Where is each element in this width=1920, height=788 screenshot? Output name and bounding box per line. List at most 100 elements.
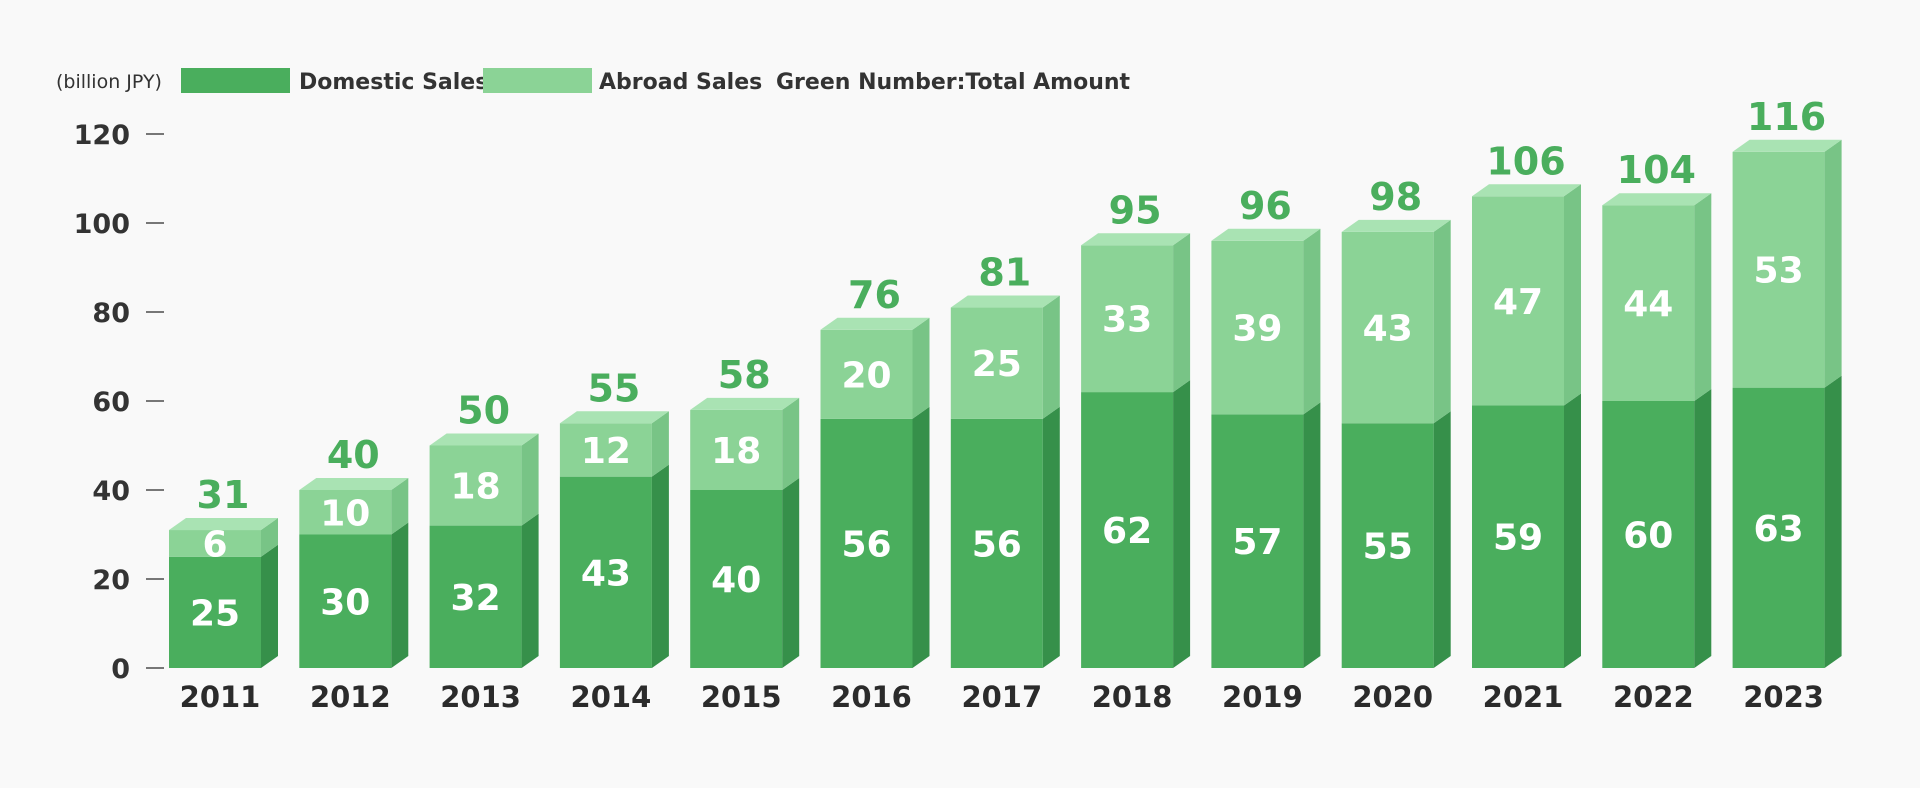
x-tick-label: 2023	[1743, 680, 1824, 714]
bar-2022: 60 44 104	[1602, 148, 1712, 668]
label-abroad-value: 12	[581, 431, 631, 472]
x-tick-label: 2018	[1092, 680, 1173, 714]
bar-side-abroad	[1824, 139, 1842, 388]
legend-swatch-domestic	[181, 68, 290, 93]
y-tick-label: 120	[74, 120, 130, 151]
bar-side-domestic	[1824, 375, 1842, 668]
bar-segment-abroad	[1602, 205, 1695, 401]
label-abroad-value: 18	[711, 431, 761, 472]
bar-segment-abroad	[1341, 231, 1434, 424]
bar-2012: 30 10 40	[299, 433, 409, 668]
label-total-value: 76	[848, 273, 901, 317]
bar-top	[1081, 233, 1191, 246]
bar-segment-abroad	[169, 530, 261, 557]
label-abroad-value: 47	[1493, 282, 1543, 323]
x-tick-label: 2021	[1483, 680, 1564, 714]
bar-segment-abroad	[690, 409, 783, 490]
x-tick-label: 2014	[571, 680, 652, 714]
bar-top	[1341, 219, 1451, 232]
bar-segment-domestic	[299, 534, 392, 668]
bar-2014: 43 12 55	[559, 366, 669, 668]
bar-segment-domestic	[690, 490, 783, 668]
label-total-value: 50	[457, 389, 510, 433]
legend-note: Green Number:Total Amount	[776, 70, 1131, 95]
label-total-value: 95	[1109, 188, 1162, 232]
legend-swatch-abroad	[483, 68, 592, 93]
x-tick-label: 2020	[1352, 680, 1433, 714]
bar-side-abroad	[782, 397, 800, 490]
bar-side-domestic	[651, 464, 669, 668]
bar-top	[559, 411, 669, 424]
bar-2019: 57 39 96	[1211, 184, 1321, 668]
x-tick-label: 2016	[831, 680, 912, 714]
bar-2011: 25 6 31	[169, 473, 278, 668]
x-tick-label: 2015	[701, 680, 782, 714]
bar-segment-domestic	[820, 418, 913, 668]
bar-2015: 40 18 58	[690, 353, 800, 668]
bar-segment-domestic	[429, 525, 522, 668]
y-tick-label: 20	[92, 565, 130, 596]
label-domestic-value: 62	[1102, 511, 1152, 552]
x-tick-label: 2011	[180, 680, 261, 714]
bar-side-abroad	[1173, 233, 1191, 393]
legend: (billion JPY) Domestic Sales Abroad Sale…	[56, 68, 1131, 95]
bar-segment-domestic	[1472, 405, 1564, 668]
label-domestic-value: 63	[1754, 509, 1804, 550]
bar-segment-domestic	[1732, 387, 1825, 668]
bar-side-domestic	[1042, 406, 1060, 668]
bar-side-domestic	[261, 544, 278, 668]
label-total-value: 55	[587, 366, 640, 410]
bar-segment-domestic	[1211, 414, 1304, 668]
bar-top	[1732, 139, 1842, 152]
bar-side-domestic	[521, 513, 539, 668]
label-total-value: 81	[978, 251, 1031, 295]
bar-2023: 63 53 116	[1732, 95, 1842, 668]
y-axis: 0 20 40 60 80 100 120	[74, 120, 164, 685]
bar-segment-abroad	[1732, 151, 1825, 388]
bar-segment-domestic	[1341, 423, 1434, 668]
bars: 25 6 31 30 10 40 32 18 50 43 12 55 40 18 58 56 20 76 56 25 8…	[169, 95, 1842, 668]
label-total-value: 98	[1369, 175, 1422, 219]
label-abroad-value: 6	[202, 524, 227, 565]
y-tick-label: 80	[92, 298, 130, 329]
y-tick-label: 100	[74, 209, 130, 240]
x-tick-label: 2019	[1222, 680, 1303, 714]
label-abroad-value: 25	[972, 344, 1022, 385]
bar-side-abroad	[1433, 219, 1451, 424]
bar-top	[950, 295, 1060, 308]
label-abroad-value: 20	[841, 355, 891, 396]
bar-top	[820, 317, 930, 330]
label-total-value: 106	[1486, 139, 1565, 183]
bar-segment-domestic	[1081, 392, 1174, 668]
label-total-value: 96	[1239, 184, 1292, 228]
bar-top	[1602, 193, 1712, 206]
label-domestic-value: 59	[1493, 518, 1543, 559]
label-total-value: 104	[1617, 148, 1696, 192]
y-tick-label: 60	[92, 387, 130, 418]
label-abroad-value: 10	[320, 493, 370, 534]
x-axis: 2011 2012 2013 2014 2015 2016 2017 2018 2019 2020…	[180, 680, 1824, 714]
bar-side-abroad	[651, 411, 669, 477]
bar-segment-abroad	[1472, 196, 1564, 406]
legend-label-domestic: Domestic Sales	[299, 70, 488, 95]
bar-segment-domestic	[559, 476, 652, 668]
bar-side-domestic	[1433, 411, 1451, 668]
bar-side-abroad	[521, 433, 539, 526]
label-domestic-value: 30	[320, 582, 370, 623]
bar-2013: 32 18 50	[429, 389, 539, 668]
x-tick-label: 2017	[961, 680, 1042, 714]
bar-2017: 56 25 81	[950, 251, 1060, 668]
label-abroad-value: 39	[1232, 309, 1282, 350]
bar-side-domestic	[912, 406, 930, 668]
x-tick-label: 2022	[1613, 680, 1694, 714]
label-domestic-value: 56	[841, 524, 891, 565]
bar-segment-abroad	[559, 423, 652, 477]
bar-top	[1472, 184, 1581, 197]
label-domestic-value: 55	[1363, 527, 1413, 568]
bar-top	[1211, 228, 1321, 241]
label-domestic-value: 40	[711, 560, 761, 601]
label-total-value: 116	[1747, 95, 1826, 139]
label-domestic-value: 43	[581, 553, 631, 594]
label-abroad-value: 44	[1623, 284, 1673, 325]
